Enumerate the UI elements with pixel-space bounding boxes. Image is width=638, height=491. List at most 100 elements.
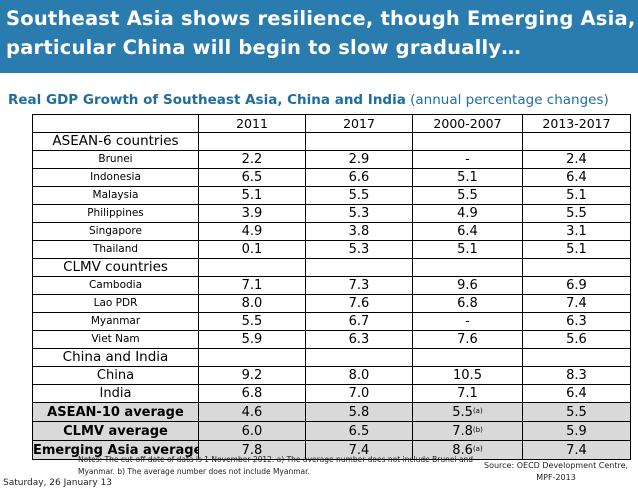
footnote-marker: (a)	[472, 407, 483, 415]
gdp-growth-table: 2011 2017 2000-2007 2013-2017 ASEAN-6 co…	[32, 114, 631, 460]
average-row: CLMV average 6.0 6.5 7.8(b) 5.9	[32, 421, 631, 441]
value-cell: 9.2	[198, 366, 306, 385]
header-cell-empty	[32, 114, 199, 133]
value-text: 8.6	[452, 443, 473, 458]
source-line-2: MPF-2013	[536, 473, 576, 482]
group-row-china-india: China and India	[32, 348, 631, 367]
value-cell: 7.4	[522, 294, 631, 313]
value-cell: 5.9	[198, 330, 306, 349]
average-row: Emerging Asia average 7.8 7.4 8.6(a) 7.4	[32, 440, 631, 460]
table-row: Indonesia 6.5 6.6 5.1 6.4	[32, 168, 631, 187]
footnote-marker: (b)	[472, 426, 483, 434]
country-name: Philippines	[32, 204, 199, 223]
table-row: Malaysia 5.1 5.5 5.5 5.1	[32, 186, 631, 205]
value-cell: 8.3	[522, 366, 631, 385]
value-cell: 6.3	[305, 330, 413, 349]
value-cell: 4.9	[198, 222, 306, 241]
value-cell: 5.3	[305, 240, 413, 259]
value-cell: 7.4	[305, 440, 413, 460]
average-name: ASEAN-10 average	[32, 402, 199, 422]
value-cell: 6.7	[305, 312, 413, 331]
country-name: Myanmar	[32, 312, 199, 331]
country-name: Cambodia	[32, 276, 199, 295]
value-cell: 0.1	[198, 240, 306, 259]
table-row: China 9.2 8.0 10.5 8.3	[32, 366, 631, 385]
value-cell: 2.2	[198, 150, 306, 169]
value-cell: 5.1	[198, 186, 306, 205]
table-row: Myanmar 5.5 6.7 - 6.3	[32, 312, 631, 331]
value-text: 5.5	[452, 405, 473, 420]
table-row: Singapore 4.9 3.8 6.4 3.1	[32, 222, 631, 241]
value-cell: 5.5	[198, 312, 306, 331]
country-name: Thailand	[32, 240, 199, 259]
value-cell: 5.1	[522, 186, 631, 205]
value-cell: 5.1	[412, 168, 523, 187]
value-cell: 2.4	[522, 150, 631, 169]
value-cell: 9.6	[412, 276, 523, 295]
table-notes: Notes: The cut-off date of data is 1 Nov…	[78, 454, 473, 478]
group-label: CLMV countries	[32, 258, 199, 277]
table-row: Brunei 2.2 2.9 - 2.4	[32, 150, 631, 169]
header-row: 2011 2017 2000-2007 2013-2017	[32, 114, 631, 133]
group-label: China and India	[32, 348, 199, 367]
value-cell: 5.9	[522, 421, 631, 441]
table-row: Thailand 0.1 5.3 5.1 5.1	[32, 240, 631, 259]
notes-line-2: Myanmar. b) The average number does not …	[78, 467, 310, 476]
value-cell: 3.9	[198, 204, 306, 223]
value-cell: 6.3	[522, 312, 631, 331]
value-cell: 6.8	[412, 294, 523, 313]
table-row: Lao PDR 8.0 7.6 6.8 7.4	[32, 294, 631, 313]
value-cell-with-note: 8.6(a)	[412, 440, 523, 460]
slide-date: Saturday, 26 January 13	[3, 478, 113, 488]
header-cell: 2000-2007	[412, 114, 523, 133]
average-name: CLMV average	[32, 421, 199, 441]
footnote-marker: (a)	[472, 445, 483, 453]
average-name: Emerging Asia average	[32, 440, 199, 460]
country-name: Lao PDR	[32, 294, 199, 313]
country-name: India	[32, 384, 199, 403]
value-cell: 4.6	[198, 402, 306, 422]
value-cell: 7.8	[198, 440, 306, 460]
value-cell: 5.6	[522, 330, 631, 349]
value-cell: 7.4	[522, 440, 631, 460]
country-name: Viet Nam	[32, 330, 199, 349]
table-title-bold: Real GDP Growth of Southeast Asia, China…	[8, 92, 406, 108]
table-row: India 6.8 7.0 7.1 6.4	[32, 384, 631, 403]
source-note: Source: OECD Development Centre, MPF-201…	[484, 460, 628, 484]
value-cell: 5.1	[412, 240, 523, 259]
value-cell: 6.0	[198, 421, 306, 441]
table-row: Cambodia 7.1 7.3 9.6 6.9	[32, 276, 631, 295]
value-cell: 7.6	[412, 330, 523, 349]
value-cell-with-note: 5.5(a)	[412, 402, 523, 422]
country-name: Brunei	[32, 150, 199, 169]
value-cell: 5.5	[522, 204, 631, 223]
table-title: Real GDP Growth of Southeast Asia, China…	[8, 92, 609, 108]
value-cell: 5.5	[412, 186, 523, 205]
country-name: Singapore	[32, 222, 199, 241]
value-cell: 7.3	[305, 276, 413, 295]
value-cell: 6.4	[522, 384, 631, 403]
value-cell: 4.9	[412, 204, 523, 223]
slide-title-line-1: Southeast Asia shows resilience, though …	[6, 7, 638, 30]
value-cell: 5.5	[522, 402, 631, 422]
value-cell: 8.0	[198, 294, 306, 313]
value-cell: 7.1	[412, 384, 523, 403]
notes-line-1: Notes: The cut-off date of data is 1 Nov…	[78, 455, 474, 464]
group-row-asean6: ASEAN-6 countries	[32, 132, 631, 151]
average-row: ASEAN-10 average 4.6 5.8 5.5(a) 5.5	[32, 402, 631, 422]
value-cell: 6.4	[412, 222, 523, 241]
country-name: China	[32, 366, 199, 385]
value-text: 7.8	[452, 424, 473, 439]
value-cell: 5.3	[305, 204, 413, 223]
value-cell: 5.8	[305, 402, 413, 422]
value-cell: 6.9	[522, 276, 631, 295]
title-banner: Southeast Asia shows resilience, though …	[0, 0, 638, 73]
table-row: Philippines 3.9 5.3 4.9 5.5	[32, 204, 631, 223]
header-cell: 2013-2017	[522, 114, 631, 133]
value-cell: -	[412, 312, 523, 331]
country-name: Malaysia	[32, 186, 199, 205]
value-cell: 5.1	[522, 240, 631, 259]
value-cell: 7.6	[305, 294, 413, 313]
value-cell: 6.4	[522, 168, 631, 187]
header-cell: 2017	[305, 114, 413, 133]
